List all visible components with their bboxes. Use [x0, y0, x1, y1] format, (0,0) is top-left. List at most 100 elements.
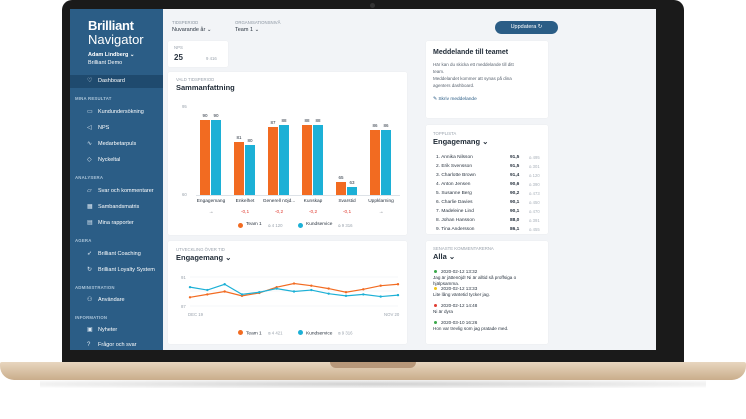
series-point — [223, 283, 226, 286]
user-menu[interactable]: Adam Lindberg ⌄ — [88, 52, 135, 58]
toplist-row[interactable]: 2. Erik Svensson 91,5 ⍝ 301 — [436, 164, 546, 174]
sidebar-item-dashboard[interactable]: ♡ Dashboard — [70, 75, 163, 88]
comment-date: 2020-02-12 14:48 — [441, 303, 478, 308]
bar-team1 — [234, 142, 244, 195]
toplist-row[interactable]: 8. Johan Hansson 88,0 ⍝ 391 — [436, 218, 546, 228]
bar-value-label: 87 — [270, 120, 276, 126]
y-tick-label: 60 — [182, 192, 187, 197]
update-button[interactable]: Uppdatera ↻ — [495, 21, 558, 34]
toplist-subtitle: TOPPLISTA — [433, 131, 457, 136]
comments-filter[interactable]: Alla ⌄ — [433, 252, 456, 261]
message-line3: Meddelandet kommer att synas på dina — [433, 76, 512, 81]
org-level-select[interactable]: Team 1 ⌄ — [235, 27, 260, 33]
sidebar-item-label: Dashboard — [98, 78, 125, 84]
rocket-icon: ➶ — [87, 251, 93, 257]
agent-score: 90,1 — [510, 209, 520, 214]
toplist-row[interactable]: 4. Anton Jensen 90,6 ⍝ 390 — [436, 182, 546, 192]
toplist-row[interactable]: 7. Madeleine Lind 90,1 ⍝ 470 — [436, 209, 546, 219]
nps-value: 25 — [174, 53, 183, 62]
sidebar-item-label: Nyheter — [98, 327, 118, 333]
sidebar-item-label: Medarbetarpuls — [98, 141, 137, 147]
sidebar-item-samband[interactable]: ▦ Sambandsmatris — [70, 201, 163, 214]
trend-title[interactable]: Engagemang ⌄ — [176, 253, 232, 262]
sentiment-dot — [434, 321, 437, 324]
period-label: TIDSPERIOD — [172, 20, 199, 25]
comment-text: Ni är dyra — [433, 309, 453, 314]
comment-icon: ▱ — [87, 188, 92, 194]
sidebar-item-medarbetarpuls[interactable]: ∿ Medarbetarpuls — [70, 138, 163, 151]
message-line4: agenters dashboard. — [433, 83, 475, 88]
sidebar-item-svar[interactable]: ▱ Svar och kommentarer — [70, 185, 163, 198]
legend-label: Team 1 — [246, 331, 262, 337]
comment-date: 2020-03-10 16:26 — [441, 320, 478, 325]
sidebar-item-nyheter[interactable]: ▣ Nyheter — [70, 324, 163, 337]
nps-label: NPS — [174, 45, 183, 50]
toplist-row[interactable]: 1. Annika Nilsson 91,5 ⍝ 495 — [436, 155, 546, 165]
sidebar-item-nps[interactable]: ◁ NPS — [70, 122, 163, 135]
sidebar-item-coaching[interactable]: ➶ Brilliant Coaching — [70, 248, 163, 261]
sidebar-item-fragor[interactable]: ? Frågor och svar — [70, 339, 163, 350]
category-label: Generell nöjd... — [262, 199, 296, 204]
series-point — [292, 290, 296, 293]
series-point — [188, 285, 192, 289]
sidebar-item-label: NPS — [98, 125, 110, 131]
nps-card[interactable]: NPS 25 9 416 — [168, 41, 228, 67]
sidebar-item-anvandare[interactable]: ⚇ Användare — [70, 294, 163, 307]
agent-score: 91,5 — [510, 155, 520, 160]
category-label: Enkelhet — [235, 199, 255, 204]
bar-kundservice — [313, 124, 323, 195]
sidebar-item-rapporter[interactable]: ▤ Mina rapporter — [70, 217, 163, 230]
trend-card: UTVECKLING ÖVER TID Engagemang ⌄ 91 87 DEC… — [168, 241, 407, 344]
sidebar-item-label: Nyckeltal — [98, 157, 121, 163]
heart-icon: ♡ — [87, 78, 93, 84]
sidebar-item-loyalty[interactable]: ↻ Brilliant Loyalty System — [70, 264, 163, 277]
logo-line2: Navigator — [88, 32, 144, 47]
bar-kundservice — [381, 129, 391, 195]
toplist-row[interactable]: 5. Susanne Berg 90,2 ⍝ 473 — [436, 191, 546, 201]
write-message-link[interactable]: ✎ Skriv meddelande — [433, 97, 477, 102]
bar-kundservice — [279, 124, 289, 195]
sidebar-item-kundundersokning[interactable]: ▭ Kundundersökning — [70, 106, 163, 119]
summary-bar-chart: 60 95 90 90 Engagemang → 81 80 Enkelhet -0,1 87 88 G… — [168, 72, 407, 235]
bar-team1 — [370, 129, 380, 195]
toplist-row[interactable]: 6. Charlie Davies 90,1 ⍝ 450 — [436, 200, 546, 210]
toplist-row[interactable]: 9. Tina Andersson 86,1 ⍝ 455 — [436, 227, 546, 237]
delta-label: → — [208, 210, 214, 215]
bar-value-label: 81 — [236, 135, 242, 141]
period-select[interactable]: Nuvarande år ⌄ — [172, 27, 212, 33]
category-label: Engagemang — [196, 199, 226, 204]
agent-name: 3. Charlotte Brown — [436, 173, 476, 178]
agent-name: 1. Annika Nilsson — [436, 155, 473, 160]
users-icon: ⚇ — [87, 297, 93, 303]
sidebar-item-label: Mina rapporter — [98, 220, 134, 226]
toplist-title[interactable]: Engagemang ⌄ — [433, 137, 489, 146]
series-point — [379, 295, 382, 298]
agent-name: 9. Tina Andersson — [436, 227, 475, 232]
message-card: Meddelande till teamet Här kan du skicka… — [426, 41, 548, 118]
camera — [370, 3, 375, 8]
summary-subtitle: VALD TIDSPERIOD — [176, 77, 215, 82]
delta-label: -0,1 — [240, 210, 250, 215]
section-results: MINA RESULTAT — [75, 96, 112, 101]
agent-count: ⍝ 120 — [529, 173, 540, 178]
delta-label: -0,2 — [274, 210, 284, 215]
y-tick-label: 91 — [181, 275, 186, 280]
app-screen: Brilliant Navigator Adam Lindberg ⌄ Bril… — [70, 9, 656, 350]
bar-value-label: 86 — [372, 122, 378, 128]
comment-text: hjälpsamma. — [433, 281, 460, 286]
delta-label: → — [378, 210, 384, 215]
y-tick-label: 87 — [181, 304, 186, 309]
pulse-icon: ∿ — [87, 141, 93, 147]
bar-value-label: 86 — [383, 122, 389, 128]
series-point — [362, 288, 365, 291]
question-icon: ? — [87, 342, 91, 348]
series-point — [379, 284, 382, 287]
agent-name: 2. Erik Svensson — [436, 164, 472, 169]
sidebar-item-nyckeltal[interactable]: ◇ Nyckeltal — [70, 154, 163, 167]
agent-name: 5. Susanne Berg — [436, 191, 472, 196]
toplist-row[interactable]: 3. Charlotte Brown 91,4 ⍝ 120 — [436, 173, 546, 183]
agent-score: 88,0 — [510, 218, 520, 223]
bar-kundservice — [347, 187, 357, 195]
sidebar: Brilliant Navigator Adam Lindberg ⌄ Bril… — [70, 9, 163, 350]
